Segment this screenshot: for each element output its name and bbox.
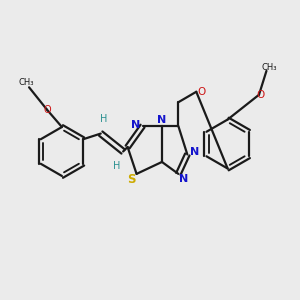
Text: N: N: [190, 147, 200, 157]
Text: H: H: [100, 114, 107, 124]
Text: CH₃: CH₃: [18, 78, 34, 87]
Text: O: O: [197, 87, 206, 97]
Text: O: O: [256, 90, 265, 100]
Text: N: N: [179, 174, 188, 184]
Text: N: N: [157, 115, 167, 124]
Text: N: N: [131, 120, 141, 130]
Text: CH₃: CH₃: [262, 63, 277, 72]
Text: H: H: [113, 161, 121, 171]
Text: O: O: [43, 105, 51, 115]
Text: S: S: [127, 173, 135, 186]
